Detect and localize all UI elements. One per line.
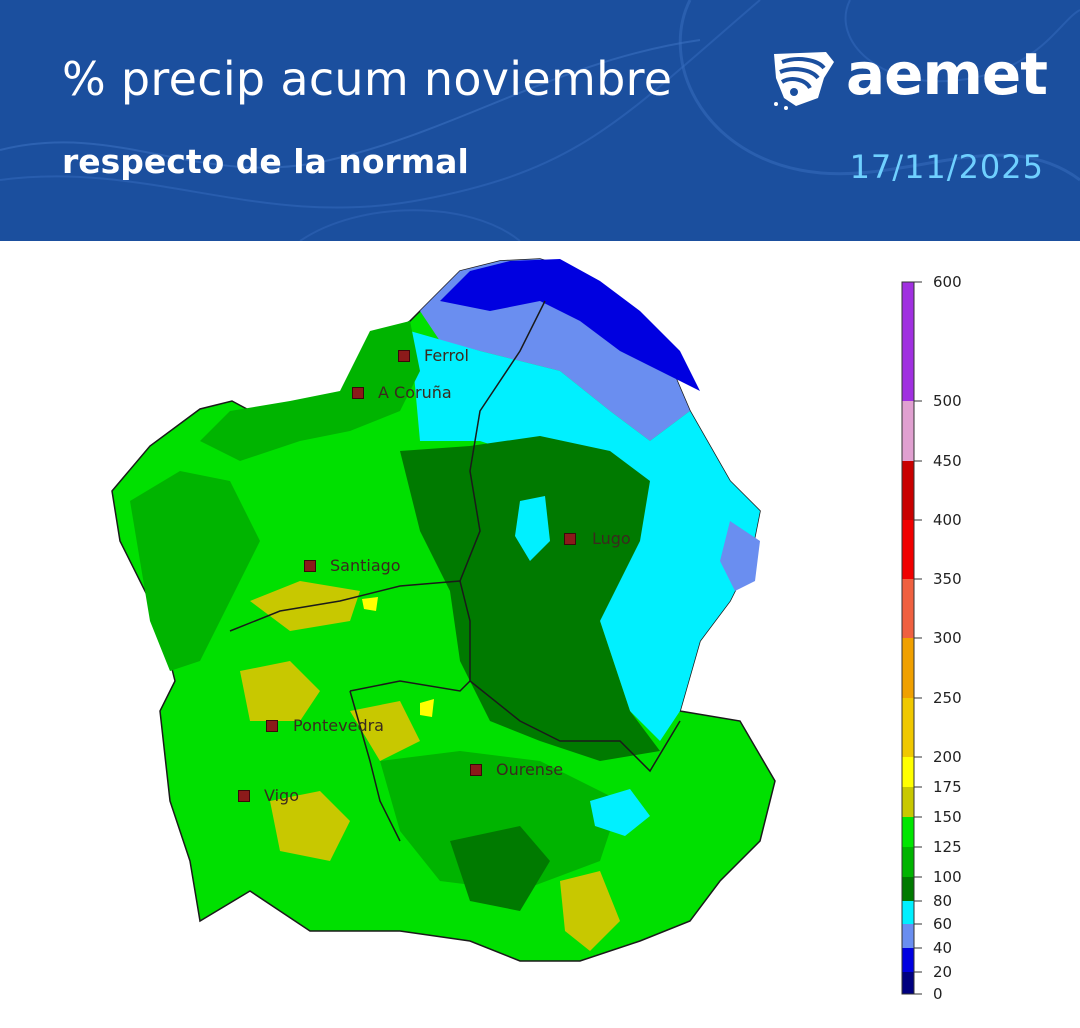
city-marker-ourense [470,764,482,776]
legend-bin-450-500 [902,401,914,461]
header-swirl-decoration [0,0,1080,241]
legend-tick-label: 450 [933,452,962,470]
header-banner: % precip acum noviembre respecto de la n… [0,0,1080,241]
coruna-dark-green-zone [200,321,420,461]
legend-tick-label: 300 [933,629,962,647]
legend-tick-label: 150 [933,808,962,826]
city-marker-pontevedra [266,720,278,732]
legend-bin-20-40 [902,948,914,972]
legend-tick-label: 250 [933,689,962,707]
aemet-logo-text: aemet [846,40,1048,108]
rias-olive-zone-1 [250,581,360,631]
city-label-lugo: Lugo [592,529,631,548]
city-label-ourense: Ourense [496,760,564,779]
legend-bin-60-80 [902,901,914,924]
city-label-coruna: A Coruña [378,383,452,402]
rias-olive-zone-2 [240,661,320,721]
precipitation-map [111,258,776,962]
legend-bin-200-250 [902,698,914,757]
map-area: Ferrol A Coruña Lugo Santiago Pontevedra… [0,241,1080,1028]
legend-bin-400-450 [902,461,914,520]
legend-tick-label: 80 [933,892,953,910]
legend-bin-300-350 [902,579,914,638]
page-title: % precip acum noviembre [62,52,673,106]
legend-tick-label: 400 [933,511,962,529]
rias-olive-zone-4 [350,701,420,761]
legend-bin-175-200 [902,757,914,787]
legend-tick-label: 600 [933,273,962,291]
date-label: 17/11/2025 [849,148,1044,186]
city-label-ferrol: Ferrol [424,346,469,365]
legend-tick-label: 200 [933,748,962,766]
legend-color-bar [901,281,922,995]
legend-bin-350-400 [902,520,914,579]
city-label-santiago: Santiago [330,556,401,575]
legend-bin-250-300 [902,638,914,698]
aemet-logo: aemet [768,40,1048,116]
legend-tick-label: 500 [933,392,962,410]
legend-bin-0-20 [902,972,914,994]
city-marker-coruna [352,387,364,399]
city-label-pontevedra: Pontevedra [293,716,384,735]
south-olive-zone [560,871,620,951]
legend-tick-label: 0 [933,985,943,1003]
legend-bin-500-600 [902,282,914,401]
lugo-cyan-patch [515,496,550,561]
legend-tick-label: 100 [933,868,962,886]
province-border-pontevedra [349,680,471,842]
legend-bin-125-150 [902,817,914,847]
city-label-vigo: Vigo [264,786,299,805]
aemet-logo-icon [774,52,834,110]
legend-bin-80-100 [902,877,914,901]
central-dark-green-zone [400,436,660,761]
south-medium-green-zone [380,751,620,891]
legend-bin-150-175 [902,787,914,817]
legend-bin-40-60 [902,924,914,948]
province-border-coruna [229,580,461,632]
rias-olive-zone-3 [270,791,350,861]
east-blue-patch [720,521,760,591]
city-marker-ferrol [398,350,410,362]
city-marker-santiago [304,560,316,572]
legend-tick-label: 60 [933,915,953,933]
ourense-cyan-patch [590,789,650,836]
city-marker-lugo [564,533,576,545]
page-subtitle: respecto de la normal [62,142,469,181]
legend-bin-100-125 [902,847,914,877]
yellow-patch-2 [420,699,434,717]
north-deep-blue-zone [440,259,700,391]
ourense-dark-green-patch [450,826,550,911]
legend-tick-label: 20 [933,963,953,981]
city-marker-vigo [238,790,250,802]
west-medium-green-zone [130,471,260,671]
province-border-lugo [459,300,681,773]
legend-tick-label: 125 [933,838,962,856]
legend-tick-label: 175 [933,778,962,796]
yellow-patch-1 [362,597,378,611]
legend-tick-label: 40 [933,939,953,957]
legend-tick-label: 350 [933,570,962,588]
